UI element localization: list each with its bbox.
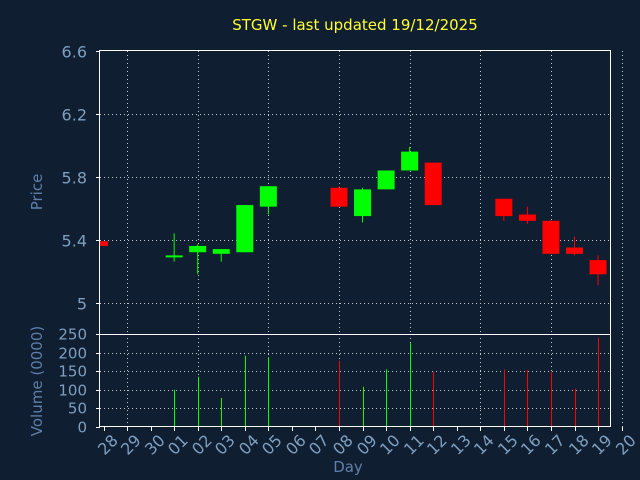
candle-body — [165, 255, 183, 258]
candle-body — [495, 198, 513, 217]
day-axis-label: Day — [333, 458, 363, 476]
price-tick-label: 5.8 — [62, 169, 87, 188]
price-grid — [100, 51, 623, 334]
candle-body — [518, 214, 536, 221]
candle-body — [589, 260, 607, 275]
candle-04 — [236, 205, 254, 253]
volume-tick-label: 150 — [58, 363, 87, 381]
candle-18 — [566, 236, 583, 256]
price-tick-label: 6.6 — [62, 43, 87, 62]
candle-08 — [330, 186, 348, 207]
price-tick-label: 5 — [77, 295, 87, 314]
candle-19 — [589, 255, 607, 286]
candle-body — [424, 162, 442, 206]
candlestick-series — [100, 146, 607, 286]
candle-body — [401, 151, 419, 171]
volume-grid — [100, 334, 623, 427]
volume-tick-label: 250 — [58, 326, 87, 344]
candle-09 — [354, 187, 372, 223]
candle-body — [354, 189, 372, 217]
price-tick-label: 6.2 — [62, 106, 87, 125]
price-y-ticks: 6.6 6.2 5.8 5.4 5 — [62, 43, 100, 314]
volume-axis-label: Volume (0000) — [28, 326, 46, 436]
volume-plot-border — [99, 334, 611, 427]
price-axis-label: Price — [28, 174, 46, 211]
candle-body — [542, 220, 560, 254]
chart-title: STGW - last updated 19/12/2025 — [232, 16, 478, 34]
volume-series — [174, 337, 599, 427]
candle-body — [236, 205, 254, 253]
volume-tick-label: 200 — [58, 345, 87, 363]
candle-body — [259, 186, 277, 207]
candle-28 — [100, 241, 108, 246]
volume-tick-label: 50 — [68, 400, 87, 418]
candle-02 — [189, 244, 207, 275]
candle-11 — [401, 146, 419, 171]
candle-05 — [259, 186, 277, 215]
price-tick-label: 5.4 — [62, 232, 87, 251]
candle-17 — [542, 220, 560, 254]
candle-body — [189, 245, 207, 253]
candle-body — [377, 170, 395, 190]
candle-body — [566, 247, 583, 254]
candle-03 — [212, 249, 230, 262]
volume-tick-label: 100 — [58, 382, 87, 400]
candle-16 — [518, 206, 536, 224]
candle-10 — [377, 170, 395, 190]
candle-15 — [495, 198, 513, 221]
candle-body — [330, 187, 348, 207]
volume-tick-label: 0 — [77, 419, 87, 437]
day-x-ticks: 2829300102030405060708091011121314151617… — [94, 427, 640, 459]
candle-body — [100, 241, 108, 246]
candle-body — [212, 249, 230, 254]
candle-12 — [424, 162, 442, 206]
candle-01 — [165, 233, 183, 262]
day-tick-label: 20 — [612, 431, 640, 459]
